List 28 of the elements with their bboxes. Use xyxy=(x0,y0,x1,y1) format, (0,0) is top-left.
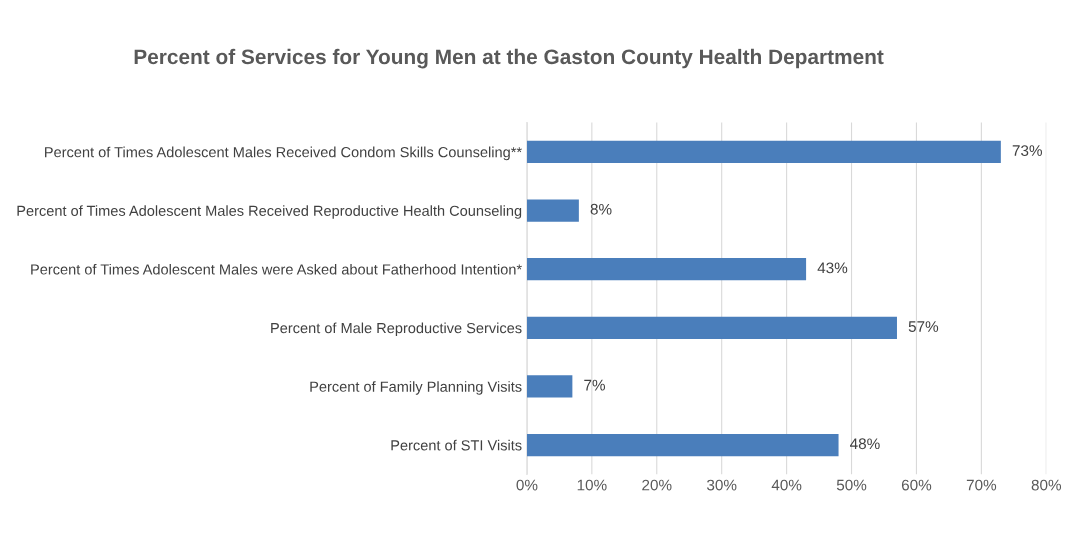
bar xyxy=(526,316,897,339)
y-tick-label: Percent of Times Adolescent Males were Asked about Fatherhood Intention* xyxy=(31,263,522,275)
x-tick-label: 40% xyxy=(771,479,802,491)
x-tick-label: 20% xyxy=(642,479,672,491)
data-label: 73% xyxy=(1012,145,1042,157)
bar xyxy=(526,199,579,222)
x-tick-label: 50% xyxy=(836,479,867,491)
x-tick-label: 70% xyxy=(966,479,997,491)
x-tick-label: 10% xyxy=(577,479,607,491)
chart-title: Percent of Services for Young Men at the Gaston County Health Department xyxy=(134,48,884,69)
y-tick-label: Percent of Family Planning Visits xyxy=(310,381,522,395)
x-tick-label: 60% xyxy=(901,479,932,491)
y-tick-label: Percent of STI Visits xyxy=(391,439,522,451)
bar xyxy=(526,258,807,281)
x-tick-label: 80% xyxy=(1031,479,1062,491)
x-tick-label: 30% xyxy=(706,479,737,491)
data-label: 7% xyxy=(584,379,606,391)
data-label: 8% xyxy=(590,203,612,215)
data-label: 48% xyxy=(850,438,880,450)
y-tick-label: Percent of Times Adolescent Males Received Reproductive Health Counseling xyxy=(17,205,522,219)
bar xyxy=(526,433,839,457)
data-label: 57% xyxy=(908,321,939,332)
x-tick-label: 0% xyxy=(516,479,538,491)
bar xyxy=(526,375,573,398)
data-label: 43% xyxy=(817,262,848,274)
bar xyxy=(526,140,1001,164)
y-tick-label: Percent of Times Adolescent Males Received Condom Skills Counseling** xyxy=(45,146,522,161)
y-tick-label: Percent of Male Reproductive Services xyxy=(271,322,522,337)
